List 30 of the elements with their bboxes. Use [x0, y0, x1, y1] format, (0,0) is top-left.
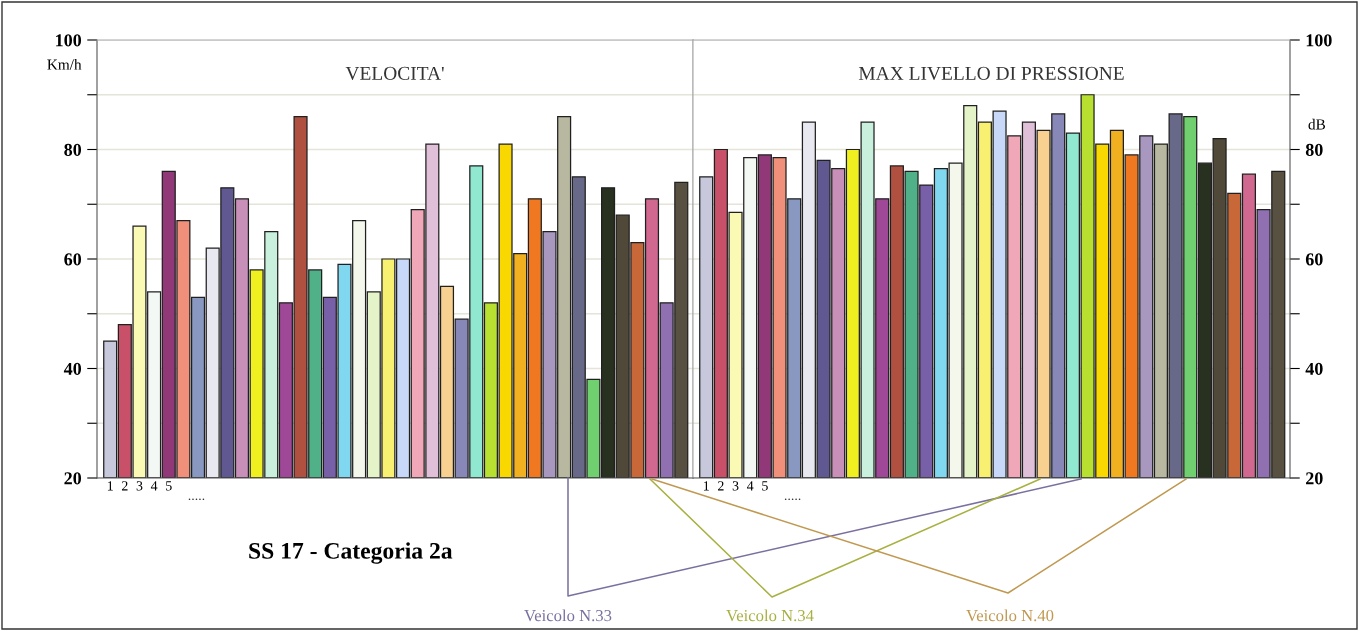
x-tick-label: 5 [762, 481, 768, 491]
x-tick-label: 4 [747, 481, 754, 491]
text: MAX LIVELLO DI PRESSIONE [858, 66, 1124, 81]
x-tick-label: 2 [121, 481, 128, 491]
text: SS 17 - Categoria 2a [249, 542, 453, 564]
y-axis-title: dB [1308, 118, 1326, 130]
x-tick-label: 3 [136, 481, 143, 491]
x-tick-label: 2 [718, 481, 724, 491]
text: ..... [188, 498, 205, 501]
text: ..... [784, 498, 801, 501]
y-tick-label: 100 [56, 34, 82, 47]
y-tick-label: 60 [1305, 253, 1323, 266]
text: Veicolo N.40 [966, 609, 1054, 622]
y-tick-label: 80 [64, 143, 82, 156]
y-tick-label: 20 [64, 472, 82, 485]
y-tick-label: 80 [1305, 143, 1323, 156]
text: Veicolo N.33 [524, 609, 612, 622]
x-tick-label: 5 [166, 481, 172, 491]
x-tick-label: 3 [732, 481, 739, 491]
x-tick-label: 1 [107, 481, 113, 491]
x-tick-label: 1 [703, 481, 709, 491]
y-tick-label: 100 [1306, 34, 1332, 47]
text: Veicolo N.34 [726, 609, 814, 622]
y-tick-label: 60 [64, 253, 82, 266]
y-tick-label: 40 [63, 362, 82, 375]
text: VELOCITA' [345, 66, 444, 81]
x-tick-label: 4 [150, 481, 158, 491]
y-tick-label: 40 [1305, 362, 1323, 375]
y-tick-label: 20 [1306, 472, 1323, 485]
y-axis-title: Km/h [47, 58, 82, 70]
